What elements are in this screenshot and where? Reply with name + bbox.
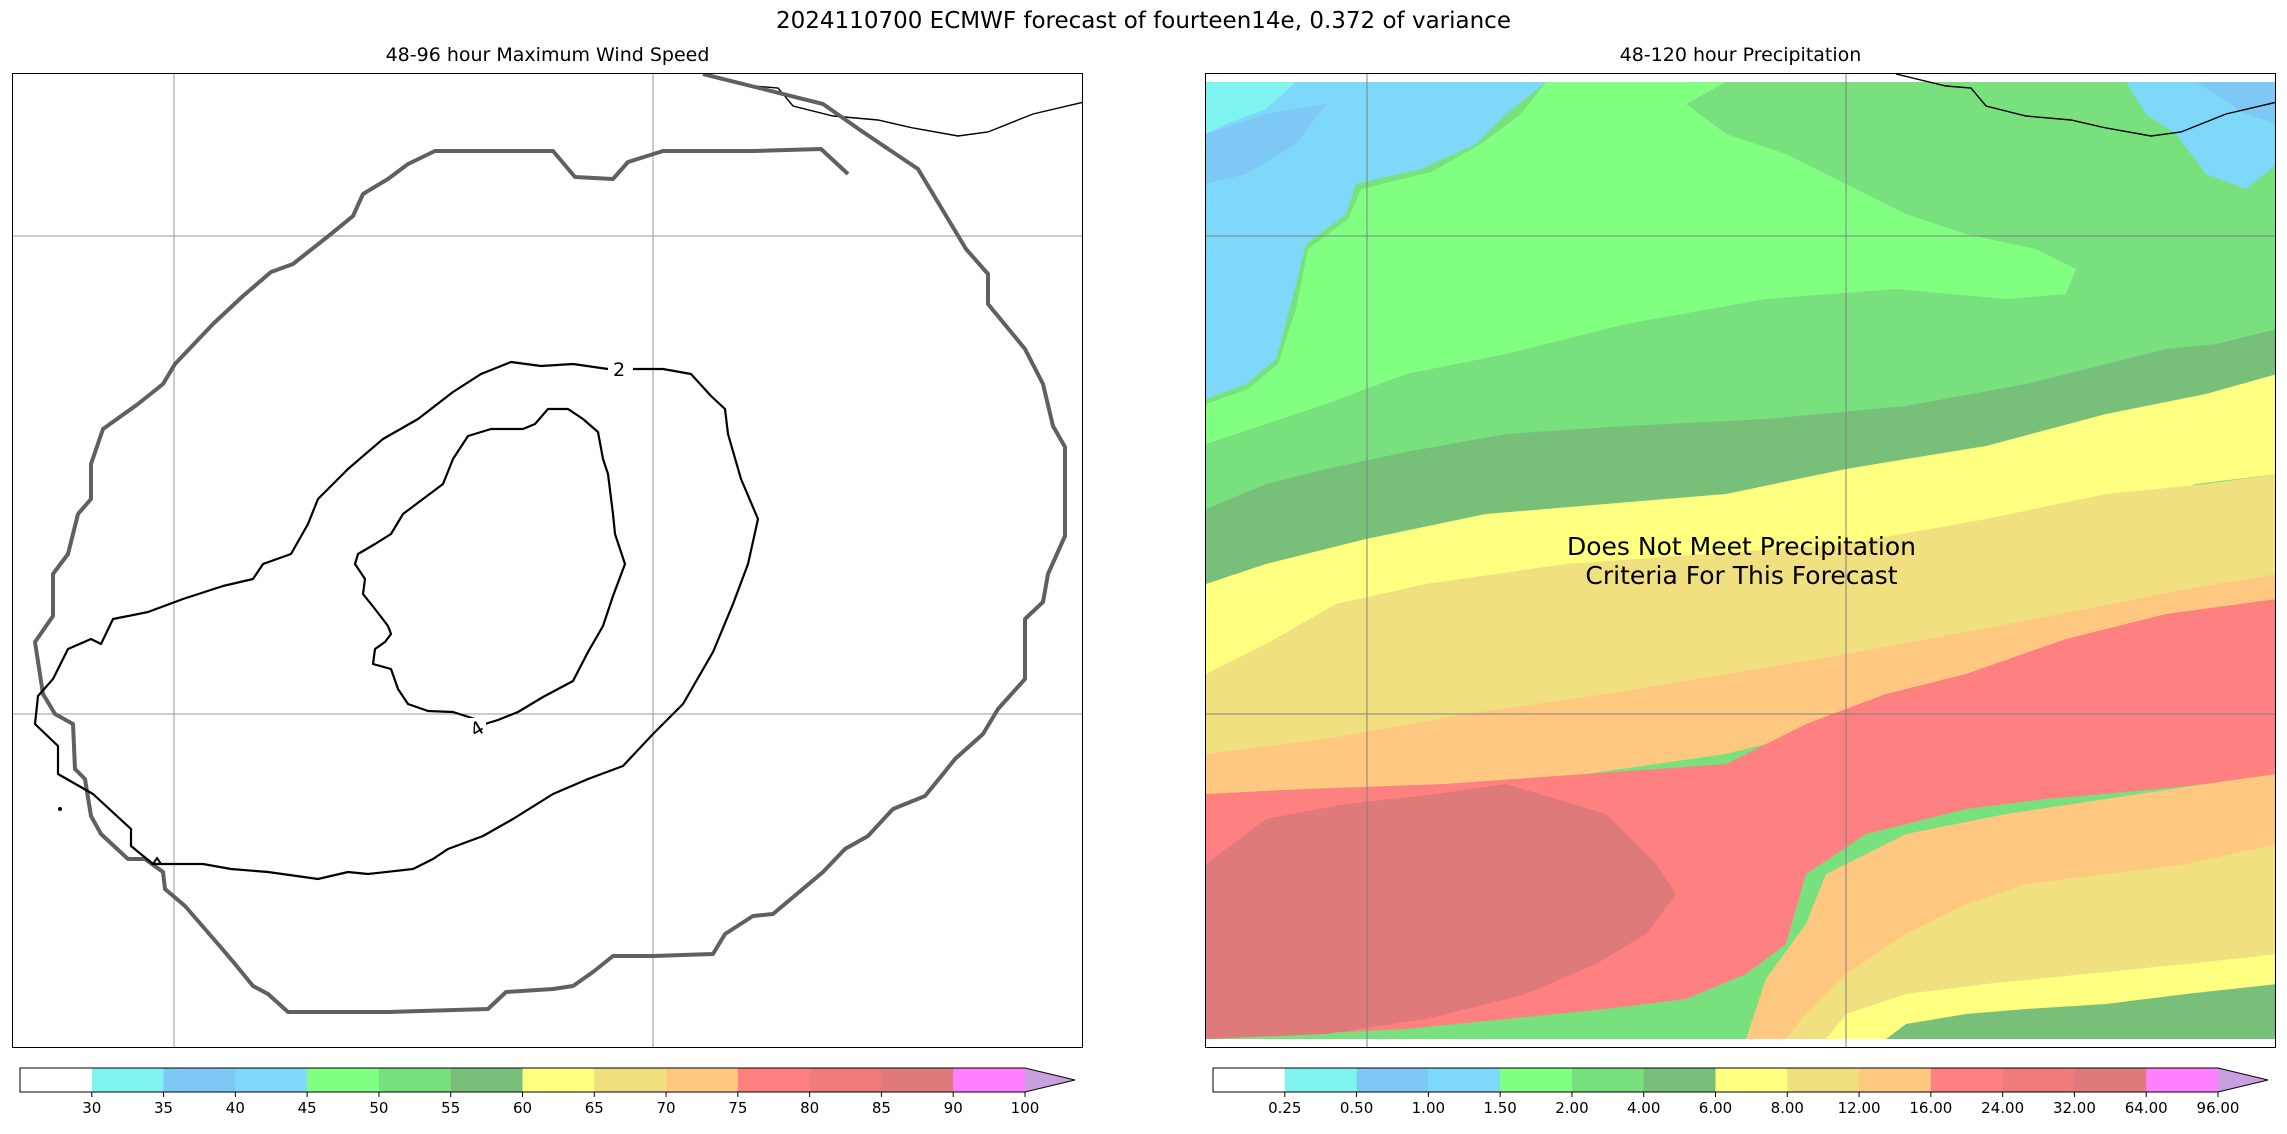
colorbar-segment <box>666 1068 739 1092</box>
label-bg <box>608 358 632 380</box>
band-6.00 <box>1886 984 2275 1039</box>
colorbar-segment <box>1571 1068 1645 1092</box>
colorbar-segment <box>1356 1068 1429 1092</box>
colorbar-tick-label: 70 <box>656 1099 676 1117</box>
precip-criteria-annotation: Does Not Meet Precipitation Criteria For… <box>1567 532 1916 590</box>
colorbar-tick-label: 6.00 <box>1698 1099 1733 1117</box>
colorbar-segment <box>1284 1068 1358 1092</box>
colorbar-tick-label: 100 <box>1010 1099 1040 1117</box>
colorbar-segment <box>737 1068 811 1092</box>
colorbar-tick-label: 60 <box>512 1099 533 1117</box>
band-16.00 <box>1206 574 2275 794</box>
colorbar-extend-arrow <box>1025 1068 1075 1092</box>
label-bg <box>466 718 486 740</box>
colorbar-segment <box>1500 1068 1573 1092</box>
colorbar-segment <box>163 1068 236 1092</box>
colorbar-segment <box>450 1068 523 1092</box>
colorbar-segment <box>881 1068 954 1092</box>
colorbar-tick-label: 0.50 <box>1339 1099 1374 1117</box>
colorbar-tick-label: 40 <box>225 1099 245 1117</box>
colorbar-extend-arrow <box>2218 1068 2268 1092</box>
colorbar-segment <box>1715 1068 1788 1092</box>
band-0.75 <box>2196 82 2275 124</box>
band-1.00 <box>2126 82 2275 189</box>
wind-map-panel: 2 4 <box>12 73 1083 1048</box>
colorbar-segment <box>1787 1068 1860 1092</box>
band-32.00 <box>1206 784 1676 1039</box>
colorbar-segment <box>1428 1068 1501 1092</box>
colorbar-segment <box>91 1068 165 1092</box>
colorbar-tick-label: 80 <box>800 1099 820 1117</box>
colorbar-tick-label: 90 <box>943 1099 963 1117</box>
colorbar-segment <box>1930 1068 2004 1092</box>
colorbar-tick-label: 0.25 <box>1268 1099 1302 1117</box>
colorbar-segment <box>953 1068 1026 1092</box>
colorbar-segment <box>809 1068 882 1092</box>
colorbar-tick-label: 12.00 <box>1837 1099 1881 1117</box>
colorbar-tick-label: 8.00 <box>1770 1099 1804 1117</box>
colorbar-segment <box>1213 1068 1286 1092</box>
colorbar-segment <box>594 1068 667 1092</box>
colorbar-segment <box>1859 1068 1932 1092</box>
colorbar-segment <box>307 1068 380 1092</box>
colorbar-tick-label: 1.50 <box>1483 1099 1517 1117</box>
figure-title: 2024110700 ECMWF forecast of fourteen14e… <box>776 8 1511 34</box>
colorbar-segment <box>2002 1068 2075 1092</box>
band-0.75 <box>1206 104 1326 184</box>
colorbar-segment <box>2146 1068 2219 1092</box>
wind-panel-title: 48-96 hour Maximum Wind Speed <box>385 44 710 66</box>
colorbar-tick-label: 64.00 <box>2124 1099 2168 1117</box>
colorbar-tick-label: 24.00 <box>1981 1099 2025 1117</box>
colorbar-tick-label: 45 <box>297 1099 317 1117</box>
colorbar-segment <box>235 1068 308 1092</box>
coastline <box>1895 74 2275 137</box>
band-2.00 <box>1206 82 2076 444</box>
colorbar-tick-label: 55 <box>441 1099 461 1117</box>
colorbar-tick-label: 16.00 <box>1909 1099 1953 1117</box>
band-1.00 <box>1206 82 1546 399</box>
colorbar-tick-label: 2.00 <box>1555 1099 1589 1117</box>
colorbar-segment <box>2074 1068 2147 1092</box>
precip-panel-title: 48-120 hour Precipitation <box>1619 44 1862 66</box>
precip-filled-map <box>1206 74 2275 1047</box>
wind-colorbar <box>19 1067 1076 1097</box>
precip-colorbar <box>1212 1067 2269 1097</box>
colorbar-segment <box>378 1068 452 1092</box>
contour-dot <box>58 807 62 811</box>
contour-line-4 <box>353 407 627 729</box>
colorbar-tick-label: 35 <box>154 1099 174 1117</box>
contour-label-2: 2 <box>613 359 625 381</box>
wind-contour-map: 2 4 <box>13 74 1082 1047</box>
coastline <box>702 74 1082 137</box>
colorbar-tick-label: 65 <box>584 1099 604 1117</box>
colorbar-segment <box>20 1068 93 1092</box>
colorbar-tick-label: 75 <box>728 1099 748 1117</box>
band-12.00 <box>1206 474 2275 784</box>
colorbar-segment <box>522 1068 595 1092</box>
colorbar-tick-label: 32.00 <box>2052 1099 2096 1117</box>
outer-boundary <box>33 74 1067 1014</box>
contour-line-small <box>151 856 163 865</box>
colorbar-segment <box>1643 1068 1716 1092</box>
colorbar-tick-label: 85 <box>871 1099 891 1117</box>
colorbar-tick-label: 30 <box>82 1099 102 1117</box>
colorbar-tick-label: 50 <box>369 1099 389 1117</box>
colorbar-tick-label: 1.00 <box>1411 1099 1446 1117</box>
colorbar-tick-label: 96.00 <box>2196 1099 2240 1117</box>
band-0.50 <box>1206 82 1296 134</box>
band-6.00 <box>1206 329 2275 584</box>
colorbar-outline <box>19 1067 1076 1093</box>
colorbar-tick-label: 4.00 <box>1627 1099 1661 1117</box>
colorbar-outline <box>1212 1067 2269 1093</box>
contour-line-2 <box>33 360 760 881</box>
precip-map-panel: Does Not Meet Precipitation Criteria For… <box>1205 73 2276 1048</box>
band-8.00 <box>1206 374 2275 714</box>
